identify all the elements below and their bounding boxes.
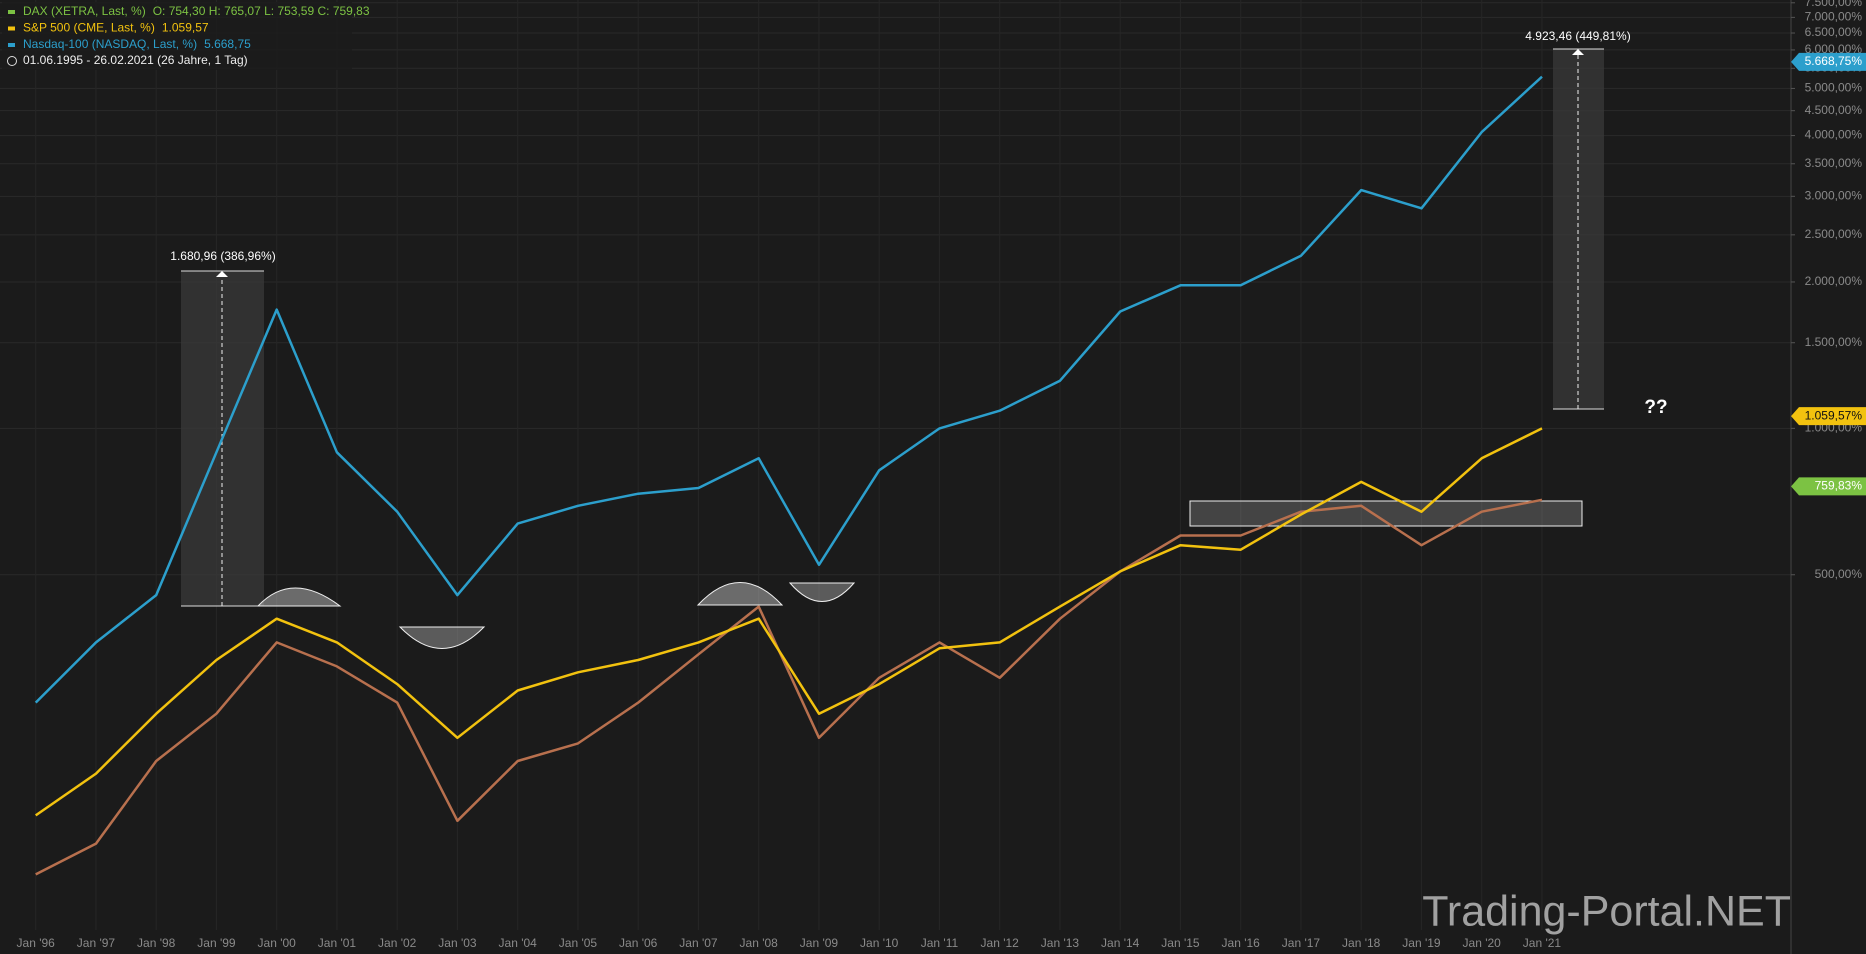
legend-swatch (8, 43, 15, 47)
x-tick-label: Jan '00 (258, 936, 297, 950)
legend-quote: 5.668,75 (204, 37, 251, 51)
x-tick-label: Jan '12 (981, 936, 1020, 950)
arrow-head (216, 271, 228, 277)
y-tick-label: 4.500,00% (1805, 103, 1863, 117)
measure-box (1553, 49, 1604, 409)
x-tick-label: Jan '10 (860, 936, 899, 950)
arc-shape (788, 582, 856, 602)
legend-swatch (8, 26, 15, 31)
legend-quote: O: 754,30 H: 765,07 L: 753,59 C: 759,83 (153, 4, 370, 18)
x-tick-label: Jan '19 (1402, 936, 1441, 950)
x-tick-label: Jan '11 (921, 936, 959, 950)
clock-icon (7, 56, 17, 66)
x-tick-label: Jan '99 (197, 936, 236, 950)
x-tick-label: Jan '14 (1101, 936, 1140, 950)
series-line (35, 498, 1543, 876)
x-tick-label: Jan '07 (679, 936, 718, 950)
x-tick-label: Jan '18 (1342, 936, 1381, 950)
arc-shape (398, 626, 486, 649)
series-lines (34, 75, 1543, 876)
axes: 500,00%1.000,00%1.500,00%2.000,00%2.500,… (17, 0, 1866, 950)
price-tag (1791, 52, 1866, 71)
arc-shape (256, 587, 342, 607)
y-tick-label: 2.000,00% (1805, 274, 1863, 288)
annotation: ?? (1644, 397, 1667, 418)
series-line (34, 427, 1543, 817)
price-tag-label: 1.059,57% (1805, 408, 1863, 422)
x-tick-label: Jan '09 (800, 936, 839, 950)
y-tick-label: 1.500,00% (1805, 335, 1863, 349)
x-tick-label: Jan '04 (499, 936, 538, 950)
x-tick-label: Jan '98 (137, 936, 176, 950)
date-range: 01.06.1995 - 26.02.2021 (26 Jahre, 1 Tag… (23, 53, 248, 67)
x-tick-label: Jan '08 (740, 936, 779, 950)
legend-entry: Nasdaq-100 (NASDAQ, Last, %) (23, 37, 197, 51)
y-tick-label: 3.500,00% (1805, 156, 1863, 170)
arrow-head (1572, 49, 1584, 55)
watermark: Trading-Portal.NET (1422, 887, 1791, 935)
x-tick-label: Jan '97 (77, 936, 116, 950)
y-tick-label: 500,00% (1815, 567, 1863, 581)
legend-quote: 1.059,57 (162, 21, 209, 35)
grid (0, 0, 1791, 930)
x-tick-label: Jan '02 (378, 936, 417, 950)
price-tag (1791, 477, 1866, 496)
y-tick-label: 6.000,00% (1805, 42, 1863, 56)
x-tick-label: Jan '05 (559, 936, 598, 950)
y-tick-label: 6.500,00% (1805, 25, 1863, 39)
arc-shape (696, 582, 784, 606)
x-tick-label: Jan '06 (619, 936, 658, 950)
legend-entry: DAX (XETRA, Last, %) (23, 4, 146, 18)
x-tick-label: Jan '15 (1161, 936, 1200, 950)
legend-entry: S&P 500 (CME, Last, %) (23, 21, 155, 35)
price-tag-label: 5.668,75% (1805, 54, 1863, 68)
x-tick-label: Jan '03 (438, 936, 477, 950)
price-tag-label: 759,83% (1815, 479, 1863, 493)
x-tick-label: Jan '96 (17, 936, 56, 950)
y-tick-label: 7.500,00% (1805, 0, 1863, 9)
y-tick-label: 4.000,00% (1805, 128, 1863, 142)
series-line (34, 75, 1543, 704)
y-tick-label: 5.000,00% (1805, 81, 1863, 95)
annotation: 1.680,96 (386,96%) (170, 249, 275, 263)
price-tag (1791, 407, 1866, 426)
y-tick-label: 7.000,00% (1805, 10, 1863, 24)
x-tick-label: Jan '17 (1282, 936, 1321, 950)
legend: 01.06.1995 - 26.02.2021 (26 Jahre, 1 Tag… (2, 2, 370, 70)
x-tick-label: Jan '21 (1523, 936, 1562, 950)
y-tick-label: 3.000,00% (1805, 188, 1863, 202)
legend-swatch (8, 10, 15, 14)
x-tick-label: Jan '20 (1463, 936, 1502, 950)
x-tick-label: Jan '16 (1222, 936, 1261, 950)
legend-bg (2, 2, 352, 70)
annotation: 4.923,46 (449,81%) (1525, 29, 1630, 43)
x-tick-label: Jan '13 (1041, 936, 1080, 950)
y-tick-label: 2.500,00% (1805, 227, 1863, 241)
x-tick-label: Jan '01 (318, 936, 357, 950)
